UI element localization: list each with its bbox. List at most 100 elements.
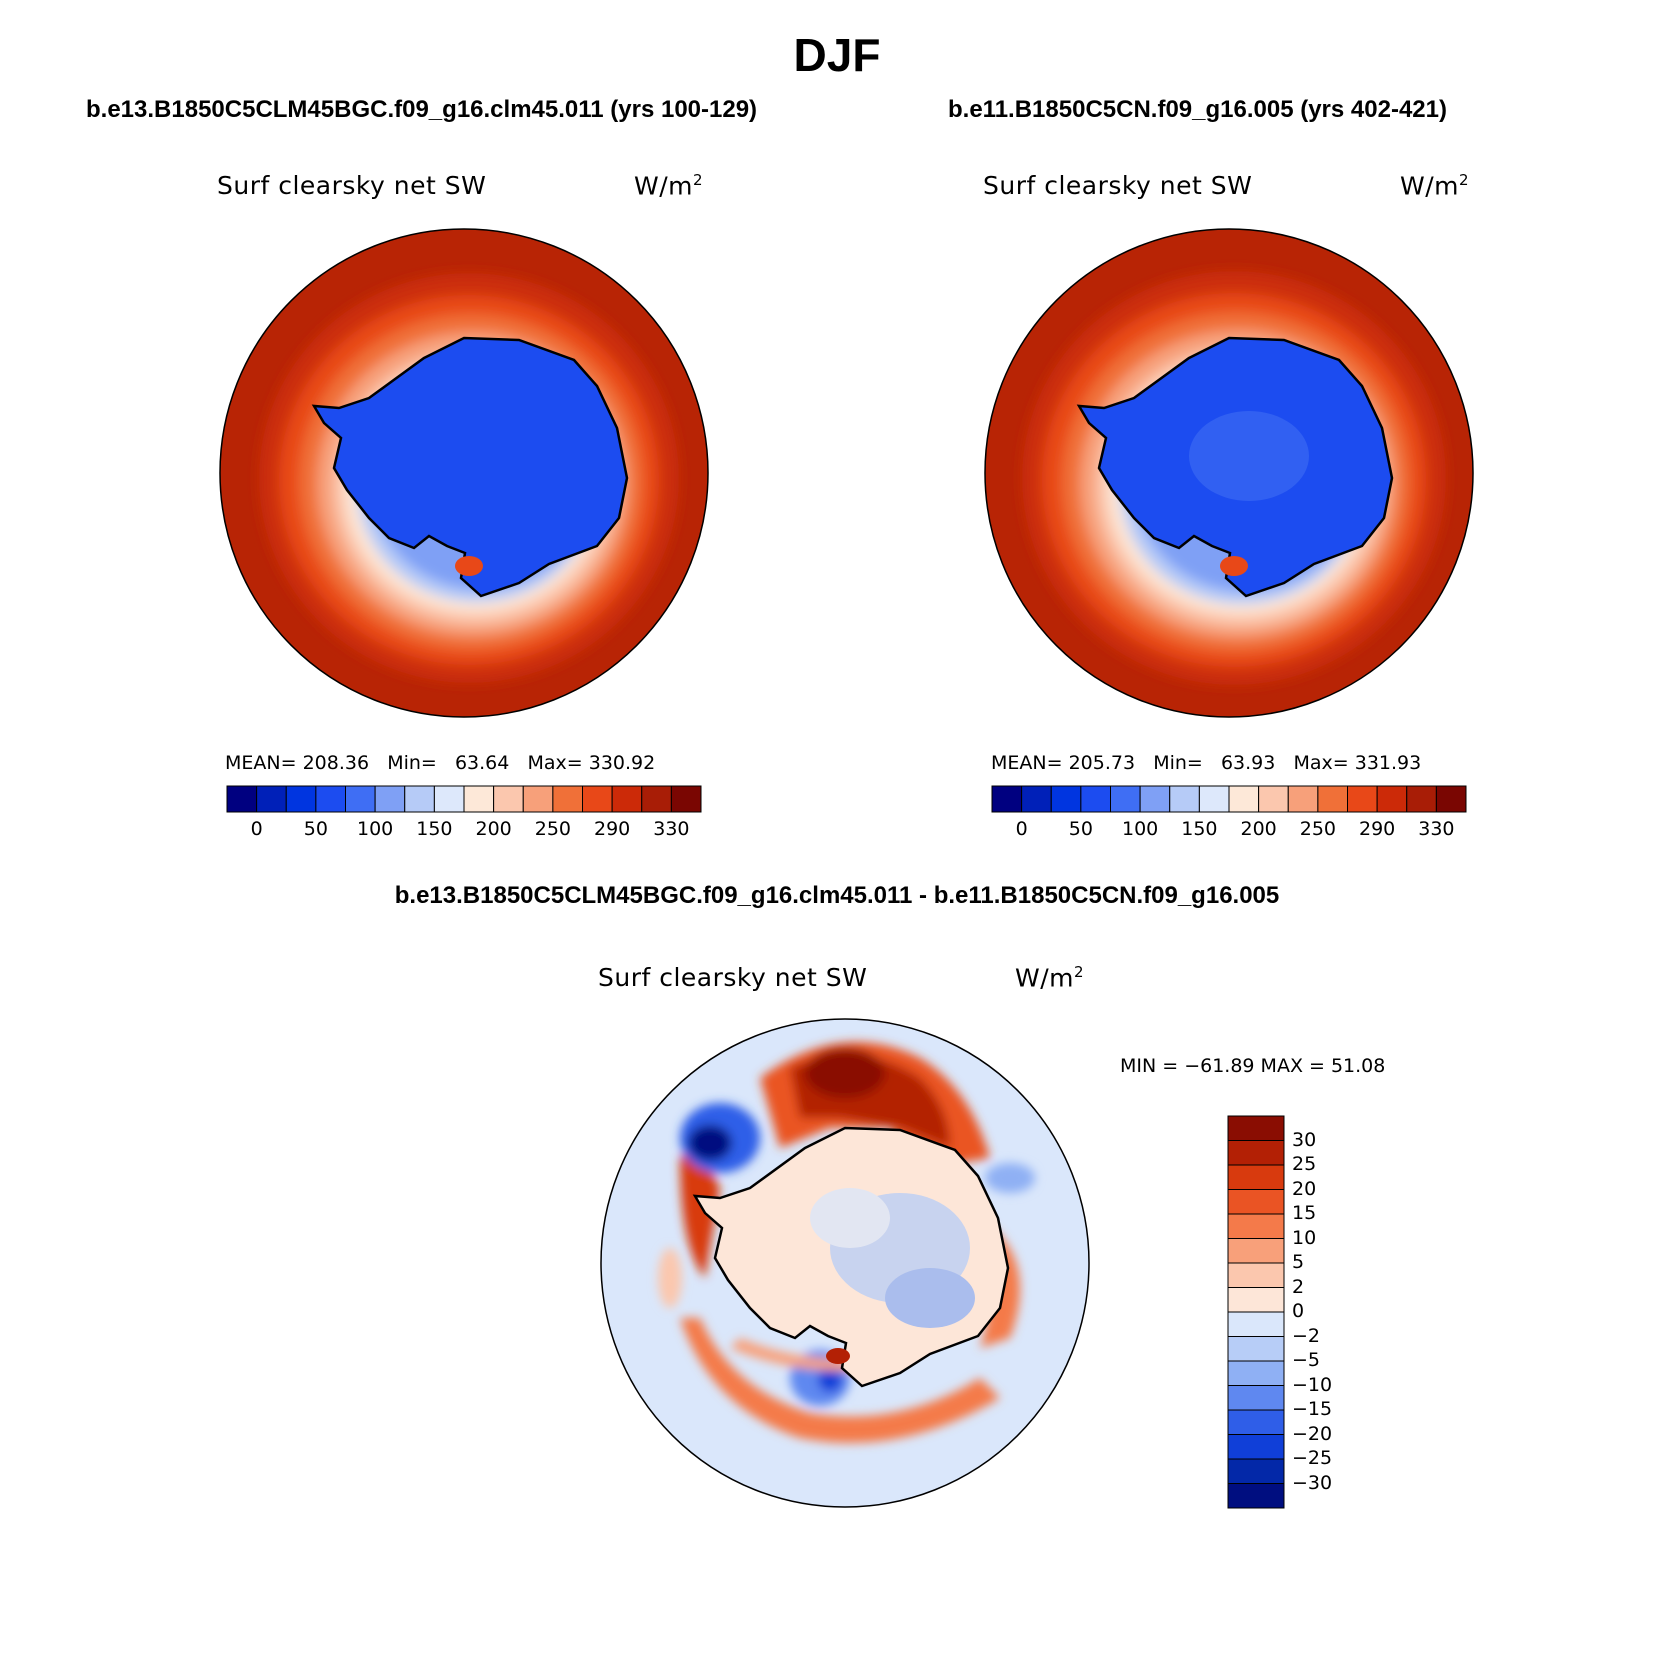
colorbar-swatch: [1021, 785, 1052, 813]
colorbar-swatch: [1169, 785, 1200, 813]
colorbar-swatch: [1227, 1385, 1285, 1411]
colorbar-tick-label: −20: [1292, 1422, 1333, 1445]
colorbar-swatch: [1227, 1287, 1285, 1313]
colorbar-swatch: [1227, 1262, 1285, 1288]
colorbar-swatch: [1227, 1115, 1285, 1141]
colorbar-swatch: [285, 785, 317, 813]
colorbar-tick-label: −25: [1292, 1447, 1333, 1469]
colorbar-swatch: [611, 785, 643, 813]
colorbar-swatch: [1080, 785, 1111, 813]
colorbar-swatch: [1139, 785, 1171, 813]
colorbar-tick-label: 250: [534, 818, 572, 840]
colorbar-swatch: [226, 785, 258, 813]
map-border: [600, 1018, 1090, 1508]
diff-units: W/m2: [1015, 963, 1085, 993]
colorbar-swatch: [670, 785, 702, 813]
colorbar-tick-label: 150: [1181, 818, 1218, 840]
colorbar-tick-label: 2: [1292, 1275, 1305, 1298]
panel-1-case-title: b.e13.B1850C5CLM45BGC.f09_g16.clm45.011 …: [86, 96, 758, 123]
colorbar-tick-label: −5: [1292, 1349, 1321, 1371]
colorbar-swatch: [1406, 785, 1437, 813]
colorbar-tick-label: 10: [1292, 1226, 1317, 1249]
colorbar-tick-label: −30: [1292, 1471, 1333, 1494]
colorbar-swatch: [433, 785, 465, 813]
panel-2-case-title: b.e11.B1850C5CN.f09_g16.005 (yrs 402-421…: [948, 96, 1447, 123]
panel-1-units: W/m2: [634, 171, 704, 201]
figure-title: DJF: [793, 29, 881, 81]
colorbar-swatch: [1227, 1336, 1285, 1362]
colorbar-swatch: [1227, 1360, 1285, 1386]
colorbar-tick-label: −10: [1292, 1373, 1333, 1396]
difference-contour-fill: [658, 1042, 1035, 1443]
colorbar-swatch: [1227, 1238, 1285, 1264]
colorbar-tick-label: 100: [1121, 818, 1159, 840]
colorbar-tick-label: 330: [1418, 818, 1455, 840]
colorbar-swatch: [552, 785, 583, 813]
diff-minmax: MIN = −61.89 MAX = 51.08: [1120, 1055, 1386, 1077]
colorbar-swatch: [1435, 785, 1467, 813]
warm-anomaly-patch: [826, 1348, 850, 1364]
map-border: [984, 228, 1474, 718]
panel-1-variable: Surf clearsky net SW: [217, 171, 487, 200]
colorbar-tick-label: −2: [1292, 1324, 1321, 1347]
colorbar-tick-label: 100: [356, 818, 394, 840]
diff-variable: Surf clearsky net SW: [598, 963, 868, 992]
interior-shading: [1189, 411, 1309, 501]
colorbar-tick-label: −15: [1292, 1398, 1333, 1420]
colorbar-swatch: [1227, 1189, 1285, 1215]
colorbar-swatch: [1228, 785, 1260, 813]
colorbar-tick-label: 50: [303, 818, 328, 840]
colorbar-swatch: [1050, 785, 1082, 813]
colorbar-swatch: [1317, 785, 1348, 813]
colorbar-swatch: [1287, 785, 1319, 813]
colorbar-swatch: [345, 785, 376, 813]
colorbar-tick-label: 15: [1292, 1202, 1317, 1224]
colorbar-tick-label: 20: [1292, 1177, 1317, 1200]
warm-anomaly-patch: [455, 556, 483, 576]
colorbar-swatch: [1227, 1213, 1285, 1239]
colorbar-swatch: [1227, 1434, 1285, 1460]
panel-2-polar-map: [984, 228, 1474, 718]
colorbar-swatch: [522, 785, 554, 813]
panel-1-stats: MEAN= 208.36 Min= 63.64 Max= 330.92: [225, 752, 656, 774]
panel-1-polar-map: [219, 228, 709, 718]
colorbar-tick-label: 25: [1292, 1153, 1317, 1175]
colorbar-swatch: [582, 785, 613, 813]
panel-2-colorbar-labels: 0 50 100 150 200 250 290 330: [992, 818, 1466, 842]
colorbar-tick-label: 0: [1292, 1300, 1305, 1322]
antarctica-continent: [311, 336, 629, 598]
colorbar-swatch: [1227, 1458, 1285, 1484]
colorbar-swatch: [256, 785, 287, 813]
diff-colorbar-labels: 30 25 20 15 10 5 2 0 −2 −5 −10 −15 −20 −25 −30: [1292, 1116, 1372, 1508]
colorbar-tick-label: 290: [593, 818, 631, 840]
panel-2-colorbar: [991, 785, 1467, 813]
map-border: [219, 228, 709, 718]
colorbar-swatch: [463, 785, 495, 813]
panel-2-units: W/m2: [1400, 171, 1470, 201]
warm-anomaly-patch: [1220, 556, 1248, 576]
colorbar-swatch: [1227, 1164, 1285, 1190]
colorbar-swatch: [1258, 785, 1289, 813]
panel-1-colorbar: [226, 785, 702, 813]
diff-polar-map: [600, 1018, 1090, 1508]
diff-title: b.e13.B1850C5CLM45BGC.f09_g16.clm45.011 …: [394, 882, 1280, 909]
colorbar-swatch: [374, 785, 406, 813]
colorbar-tick-label: 50: [1068, 818, 1093, 840]
panel-2-stats: MEAN= 205.73 Min= 63.93 Max= 331.93: [991, 752, 1422, 774]
colorbar-tick-label: 30: [1292, 1128, 1317, 1151]
colorbar-swatch: [1227, 1140, 1285, 1166]
panel-2-variable: Surf clearsky net SW: [983, 171, 1253, 200]
colorbar-tick-label: 200: [1240, 818, 1277, 840]
colorbar-tick-label: 150: [416, 818, 453, 840]
colorbar-tick-label: 330: [653, 818, 690, 840]
colorbar-swatch: [1227, 1409, 1285, 1435]
colorbar-tick-label: 0: [1015, 818, 1028, 840]
colorbar-tick-label: 5: [1292, 1251, 1305, 1273]
colorbar-swatch: [1227, 1483, 1285, 1509]
diff-colorbar: [1227, 1115, 1285, 1509]
colorbar-swatch: [493, 785, 524, 813]
colorbar-tick-label: 200: [475, 818, 512, 840]
colorbar-swatch: [315, 785, 346, 813]
colorbar-swatch: [1110, 785, 1141, 813]
interior-noise-pattern: [810, 1188, 975, 1328]
